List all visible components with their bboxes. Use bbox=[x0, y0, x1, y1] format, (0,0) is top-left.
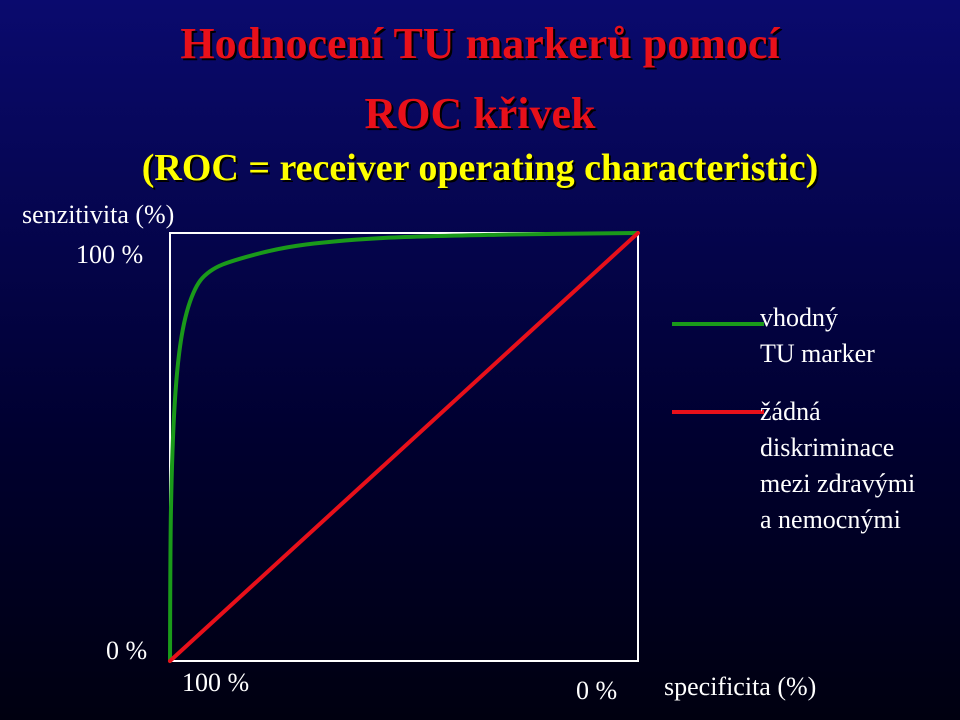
slide-title-line1: Hodnocení TU markerů pomocí bbox=[180, 19, 780, 68]
plot-frame bbox=[169, 232, 639, 662]
legend-swatch-good-marker bbox=[672, 322, 764, 326]
series-line-no-discrimination bbox=[168, 231, 640, 663]
y-tick-label-top: 100 % bbox=[76, 240, 144, 269]
slide-subtitle: (ROC = receiver operating characteristic… bbox=[141, 147, 819, 189]
series-layer bbox=[168, 231, 640, 663]
legend-swatch-no-discrimination bbox=[672, 410, 764, 414]
x-axis-label: specificita (%) bbox=[664, 672, 817, 701]
x-tick-label-left: 100 % bbox=[182, 668, 250, 697]
legend-none-line1: žádná bbox=[760, 397, 821, 426]
x-tick-label-right: 0 % bbox=[576, 676, 618, 705]
slide-title-line2: ROC křivek bbox=[364, 89, 596, 138]
legend-good-line2: TU marker bbox=[760, 339, 875, 368]
legend-good-line1: vhodný bbox=[760, 303, 838, 332]
y-tick-label-bottom: 0 % bbox=[106, 636, 148, 665]
legend-none-line2: diskriminace bbox=[760, 433, 895, 462]
series-line-good-marker bbox=[168, 231, 640, 663]
legend-text-no-discrimination: žádná diskriminace mezi zdravými a nemoc… bbox=[760, 394, 960, 538]
legend-text-good-marker: vhodný TU marker bbox=[760, 300, 950, 372]
y-axis-label: senzitivita (%) bbox=[22, 200, 175, 229]
legend-none-line4: a nemocnými bbox=[760, 505, 901, 534]
legend-none-line3: mezi zdravými bbox=[760, 469, 916, 498]
